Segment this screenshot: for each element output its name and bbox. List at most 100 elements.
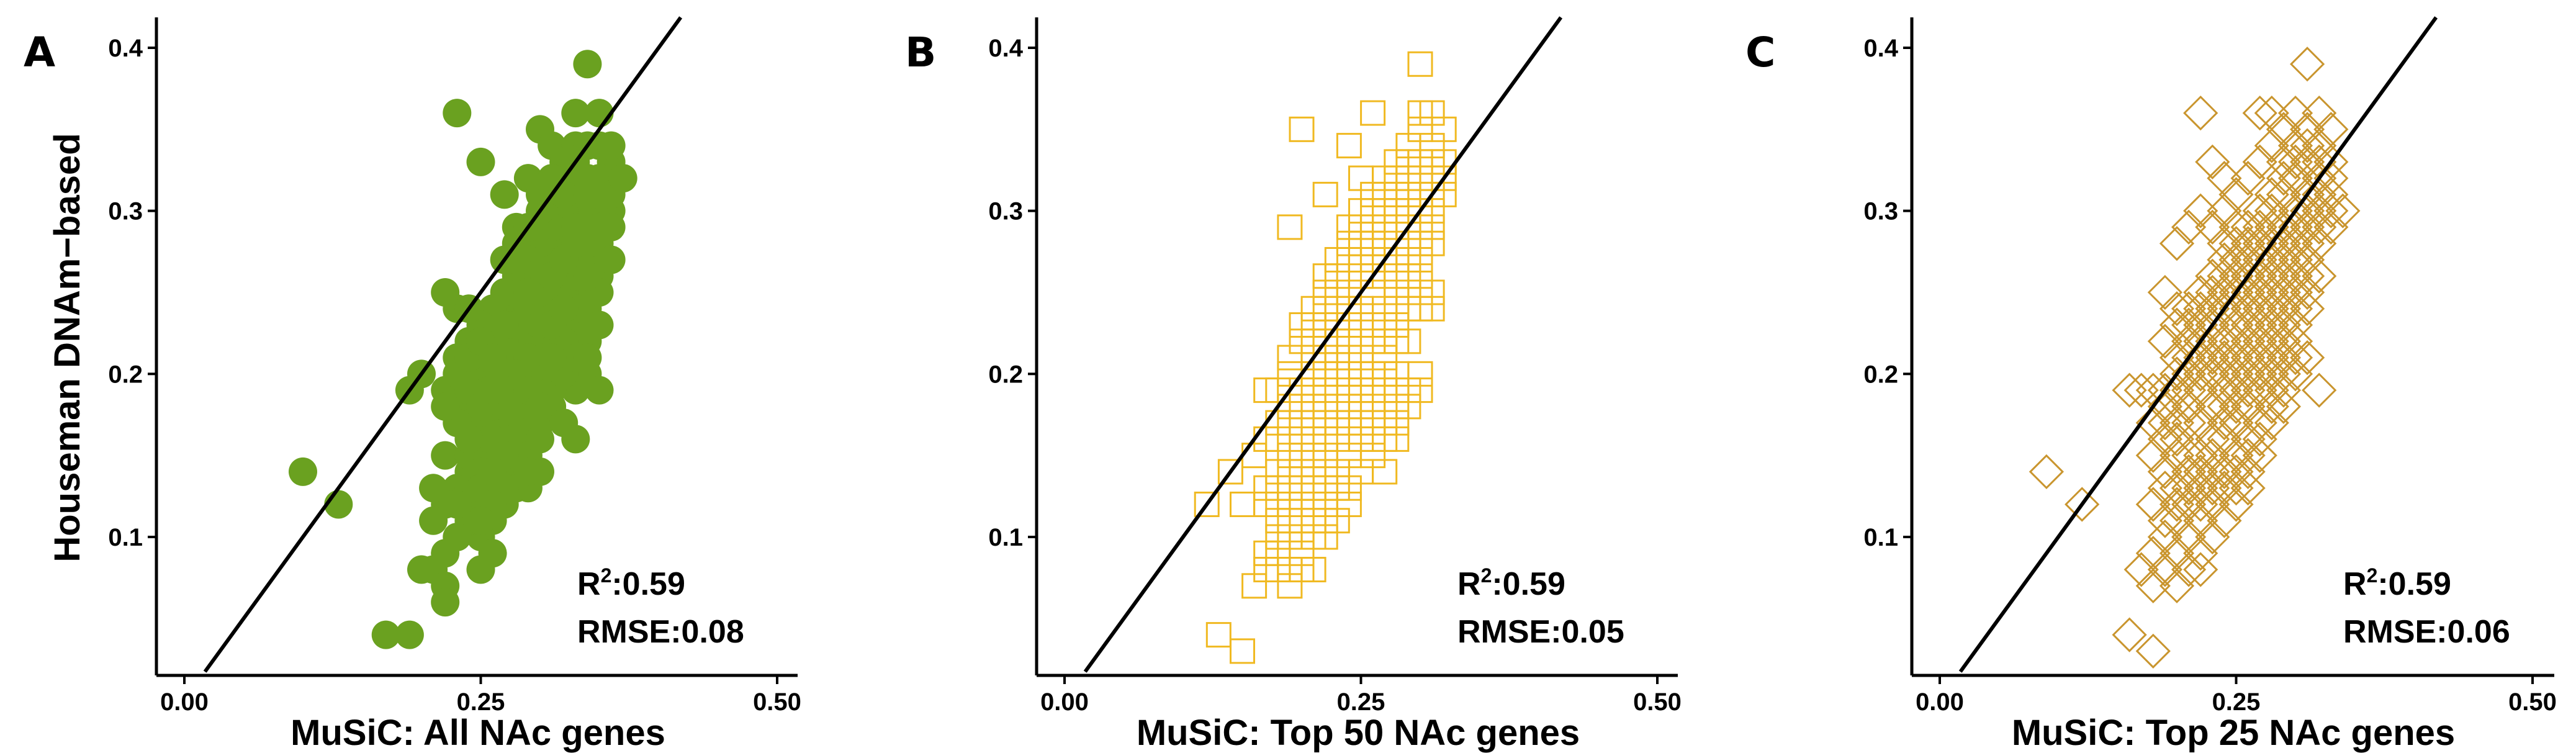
- x-tick-label: 0.00: [1040, 688, 1089, 716]
- scatter-point: [2183, 193, 2218, 228]
- x-tick-label: 0.50: [753, 688, 801, 716]
- scatter-point: [2147, 405, 2183, 441]
- y-tick-label: 0.4: [108, 35, 143, 62]
- y-tick-label: 0.3: [108, 198, 143, 225]
- scatter-point: [2159, 487, 2195, 522]
- x-tick-label: 0.25: [457, 688, 505, 716]
- scatter-point: [1277, 573, 1303, 599]
- scatter-point: [2195, 209, 2230, 245]
- scatter-point: [2147, 389, 2183, 424]
- panel-c: C 0.1 0.2 0.3 0.4 0.00 0.25 0.50 MuSiC: Top 25 N…: [1745, 16, 2557, 753]
- scatter-point: [1289, 328, 1315, 354]
- scatter-point: [2147, 323, 2183, 359]
- scatter-point: [2277, 307, 2313, 343]
- y-tick-label: 0.3: [1863, 198, 1898, 225]
- scatter-point: [2123, 372, 2159, 408]
- scatter-point: [407, 555, 436, 584]
- scatter-point: [2195, 389, 2230, 424]
- scatter-point: [2207, 291, 2242, 327]
- y-tick-label: 0.3: [988, 198, 1023, 225]
- scatter-point: [2254, 128, 2289, 163]
- scatter-point: [1407, 361, 1433, 387]
- scatter-point: [1419, 230, 1445, 256]
- scatter-point: [2302, 226, 2337, 261]
- scatter-point: [2159, 568, 2195, 603]
- scatter-point: [526, 392, 554, 421]
- r-squared-label: R2:0.59: [2343, 564, 2451, 602]
- scatter-point: [2171, 356, 2207, 392]
- scatter-point: [419, 474, 448, 503]
- y-tick-label: 0.2: [988, 361, 1023, 388]
- scatter-point: [1300, 410, 1326, 436]
- scatter-point: [1384, 410, 1410, 436]
- scatter-point: [419, 506, 448, 535]
- scatter-point: [1241, 573, 1268, 599]
- scatter-point: [2159, 356, 2195, 392]
- scatter-point: [1336, 133, 1362, 159]
- scatter-point: [2277, 274, 2313, 310]
- scatter-point: [573, 50, 602, 79]
- scatter-point: [2147, 503, 2183, 538]
- scatter-point: [2207, 389, 2242, 424]
- rmse-label: RMSE:0.05: [1457, 614, 1624, 650]
- scatter-point: [2254, 340, 2289, 376]
- scatter-point: [2230, 209, 2266, 245]
- scatter-point: [2254, 307, 2289, 343]
- scatter-point: [2159, 438, 2195, 473]
- y-tick-label: 0.4: [1863, 35, 1898, 62]
- scatter-point: [2218, 471, 2254, 506]
- scatter-point: [2289, 226, 2325, 261]
- r-squared-label: R2:0.59: [577, 564, 685, 602]
- scatter-point: [443, 490, 472, 519]
- scatter-point: [1360, 100, 1386, 126]
- y-tick-label: 0.4: [988, 35, 1023, 62]
- scatter-point: [2277, 356, 2313, 392]
- scatter-point: [2135, 438, 2171, 473]
- scatter-point: [2218, 487, 2254, 522]
- scatter-point: [2065, 487, 2100, 522]
- scatter-point: [549, 294, 579, 323]
- rmse-label: RMSE:0.06: [2343, 614, 2510, 650]
- scatter-point: [2207, 372, 2242, 408]
- scatter-point: [1312, 361, 1338, 387]
- scatter-point: [2147, 454, 2183, 490]
- scatter-point: [2266, 389, 2302, 424]
- scatter-point: [2230, 161, 2266, 196]
- scatter-point: [513, 457, 543, 486]
- scatter-point: [1194, 491, 1220, 517]
- scatter-point: [2254, 258, 2289, 294]
- scatter-point: [2313, 193, 2349, 228]
- scatter-point: [2135, 568, 2171, 603]
- scatter-point: [2171, 405, 2207, 441]
- scatter-point: [1230, 638, 1255, 664]
- scatter-point: [2266, 242, 2302, 277]
- scatter-point: [2230, 356, 2266, 392]
- scatter-point: [2207, 405, 2242, 441]
- scatter-point: [2207, 226, 2242, 261]
- scatter-point: [466, 147, 495, 176]
- scatter-point: [597, 245, 626, 274]
- scatter-point: [2218, 389, 2254, 424]
- panel-letter: C: [1745, 29, 1775, 76]
- scatter-point: [2242, 422, 2277, 457]
- scatter-point: [2242, 438, 2277, 473]
- scatter-point: [2195, 144, 2230, 179]
- scatter-point: [2123, 552, 2159, 587]
- x-axis-title: MuSiC: Top 50 NAc genes: [1137, 713, 1580, 753]
- scatter-point: [2135, 633, 2171, 669]
- scatter-point: [573, 261, 602, 291]
- scatter-point: [2218, 226, 2254, 261]
- scatter-point: [1419, 214, 1445, 240]
- scatter-point: [1277, 214, 1303, 240]
- scatter-point: [2171, 519, 2207, 555]
- scatter-point: [2325, 193, 2361, 228]
- scatter-point: [1265, 508, 1291, 534]
- scatter-point: [2195, 340, 2230, 376]
- scatter-point: [2302, 258, 2337, 294]
- x-tick-label: 0.25: [1337, 688, 1385, 716]
- y-tick-label: 0.1: [988, 524, 1023, 551]
- scatter-point: [2218, 356, 2254, 392]
- identity-line: [1958, 16, 2438, 673]
- identity-line: [1083, 16, 1563, 673]
